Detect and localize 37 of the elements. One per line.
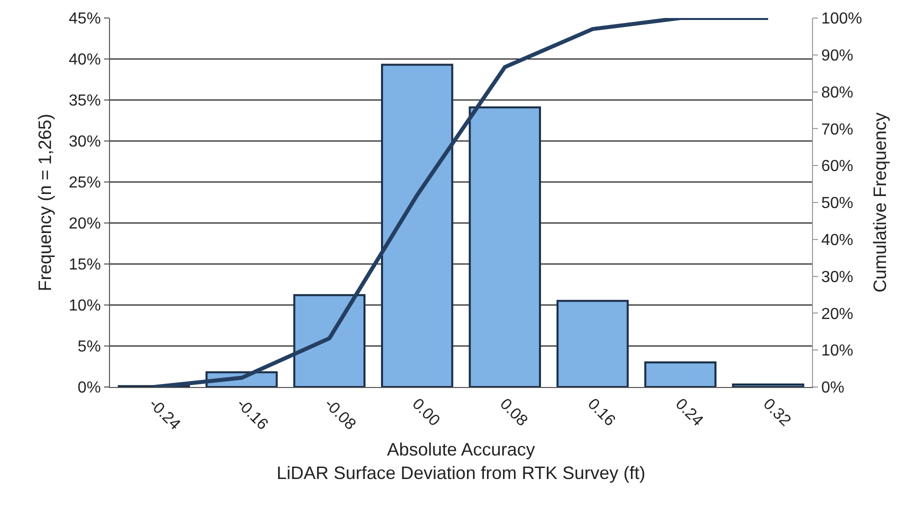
bar: [293, 294, 366, 387]
y2-axis-title: Cumulative Frequency: [870, 112, 890, 293]
y-tick-label: 0%: [78, 380, 101, 397]
x-tick-label: -0.16: [233, 396, 272, 434]
x-tick-label: 0.00: [408, 396, 443, 430]
x-axis-title: Absolute Accuracy LiDAR Surface Deviation from RTK Survey (ft): [276, 440, 646, 484]
y-axis-title: Frequency (n = 1,265): [34, 114, 55, 292]
y-tick-label: 40%: [68, 52, 101, 69]
y-tick-label: 25%: [68, 174, 101, 192]
y2-tick-label: 80%: [821, 84, 854, 102]
x-tick-label: 0.24: [672, 396, 706, 430]
y2-tick-label: 30%: [821, 268, 854, 286]
bar: [556, 300, 629, 387]
y2-tick-label: 20%: [821, 306, 854, 323]
y2-tick-label: 100%: [821, 10, 862, 28]
y-tick-label: 20%: [68, 216, 101, 233]
bar: [468, 106, 541, 387]
y2-tick-label: 90%: [821, 48, 854, 64]
y2-tick-label: 60%: [821, 158, 854, 176]
x-tick-label: -0.08: [320, 396, 359, 434]
y2-tick-label: 50%: [821, 195, 854, 212]
bar: [644, 361, 716, 387]
y2-tick-label: 0%: [821, 380, 844, 397]
x-tick-label: 0.16: [584, 396, 618, 430]
line-series: [152, 18, 770, 387]
y2-tick-label: 40%: [821, 232, 854, 249]
bar: [381, 64, 454, 387]
y-tick-label: 5%: [78, 338, 101, 356]
y-tick-label: 35%: [68, 92, 101, 110]
y2-tick-label: 70%: [821, 121, 854, 138]
y-tick-label: 15%: [68, 256, 101, 274]
x-tick-label: 0.08: [496, 396, 531, 430]
y-tick-label: 30%: [68, 134, 101, 151]
y-tick-label: 45%: [68, 10, 101, 28]
y-tick-label: 10%: [68, 298, 101, 315]
y2-tick-label: 10%: [821, 342, 854, 360]
bar: [732, 384, 804, 387]
